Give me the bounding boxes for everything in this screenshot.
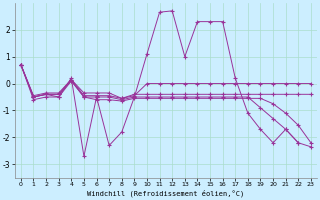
X-axis label: Windchill (Refroidissement éolien,°C): Windchill (Refroidissement éolien,°C) [87, 190, 244, 197]
